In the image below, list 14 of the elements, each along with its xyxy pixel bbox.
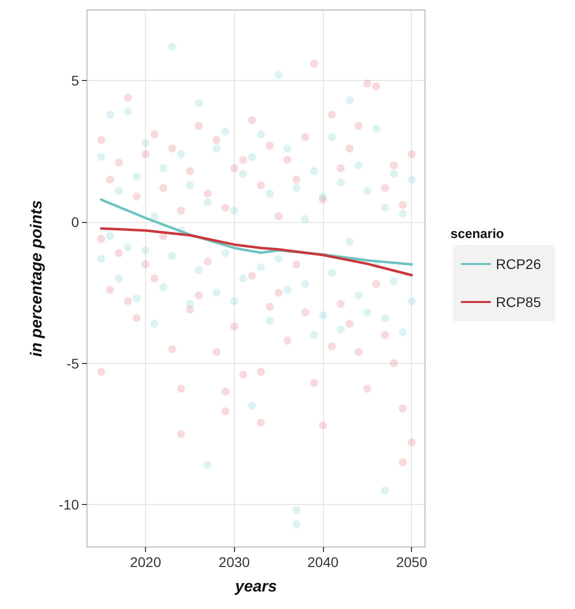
legend-title: scenario <box>450 226 504 241</box>
x-tick-label: 2030 <box>218 554 250 570</box>
y-tick-label: 5 <box>71 72 80 89</box>
x-tick-label: 2020 <box>130 554 162 570</box>
legend-label: RCP26 <box>496 256 542 272</box>
x-axis-title: years <box>234 578 278 596</box>
y-axis-title: in percentage points <box>28 200 46 357</box>
legend-label: RCP85 <box>496 294 542 310</box>
x-tick-label: 2050 <box>396 554 428 570</box>
y-tick-label: -5 <box>66 355 80 372</box>
line-series <box>100 227 413 276</box>
x-tick-label: 2040 <box>307 554 339 570</box>
y-tick-label: -10 <box>58 496 80 513</box>
y-tick-label: 0 <box>71 214 80 230</box>
